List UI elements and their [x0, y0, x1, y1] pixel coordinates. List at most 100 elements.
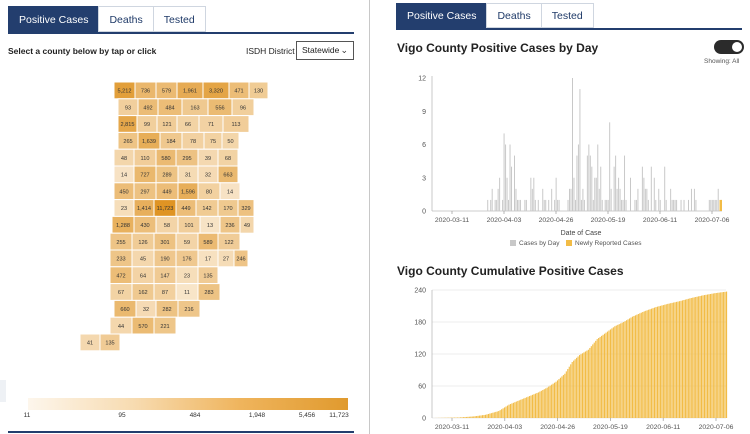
county[interactable]: 329 — [237, 199, 255, 217]
county[interactable]: 135 — [197, 266, 219, 285]
county[interactable]: 122 — [217, 232, 241, 251]
county[interactable]: 246 — [233, 249, 249, 268]
county[interactable]: 44 — [109, 316, 133, 335]
county[interactable]: 449 — [155, 182, 179, 201]
county[interactable]: 282 — [155, 299, 179, 318]
tab-positive-cases[interactable]: Positive Cases — [8, 6, 100, 32]
county[interactable]: 184 — [159, 131, 183, 150]
county[interactable]: 163 — [181, 98, 209, 117]
county[interactable]: 80 — [197, 182, 221, 201]
county[interactable]: 50 — [221, 131, 240, 150]
county[interactable]: 71 — [198, 115, 224, 133]
county[interactable]: 660 — [113, 299, 137, 318]
county[interactable]: 450 — [113, 182, 135, 201]
county[interactable]: 58 — [155, 215, 179, 234]
county[interactable]: 48 — [113, 148, 135, 167]
county[interactable]: 430 — [133, 215, 157, 234]
county[interactable]: 11,723 — [153, 199, 177, 217]
county[interactable]: 471 — [228, 81, 250, 100]
county-shape[interactable] — [248, 81, 269, 100]
tab-positive-cases[interactable]: Positive Cases — [396, 3, 488, 28]
county[interactable]: 221 — [153, 316, 177, 335]
county[interactable]: 472 — [109, 266, 133, 285]
county[interactable]: 289 — [155, 165, 179, 184]
county[interactable]: 32 — [135, 299, 157, 318]
county-shape[interactable] — [177, 299, 201, 318]
county[interactable]: 580 — [155, 148, 177, 167]
county[interactable]: 5,212 — [113, 81, 136, 100]
county[interactable]: 14 — [219, 182, 241, 201]
tab-deaths[interactable]: Deaths — [98, 6, 154, 32]
county[interactable]: 99 — [136, 115, 158, 133]
county[interactable]: 96 — [231, 98, 255, 117]
county[interactable]: 295 — [175, 148, 199, 167]
county[interactable]: 236 — [219, 215, 241, 234]
county[interactable]: 176 — [175, 249, 199, 268]
county[interactable]: 170 — [217, 199, 239, 217]
cumulative-cases-chart[interactable]: 0 60 120 180 240 2020-03-11 2020-04-03 2020-04-… — [372, 284, 750, 434]
county[interactable]: 1,288 — [111, 215, 135, 234]
county[interactable]: 727 — [133, 165, 157, 184]
county[interactable]: 147 — [153, 266, 177, 285]
county[interactable]: 449 — [175, 199, 197, 217]
county[interactable]: 32 — [197, 165, 219, 184]
county[interactable]: 13 — [199, 215, 221, 234]
county[interactable]: 492 — [137, 98, 159, 117]
county-shape[interactable] — [99, 333, 121, 352]
county[interactable]: 39 — [197, 148, 219, 167]
county[interactable]: 121 — [156, 115, 178, 133]
county[interactable]: 17 — [197, 249, 219, 268]
indiana-county-map[interactable]: 5,212 736 579 1,961 3,320 471 130 93 492 484 163 55… — [80, 80, 286, 370]
county[interactable]: 64 — [131, 266, 155, 285]
district-select[interactable]: Statewide ⌄ — [296, 41, 354, 60]
county[interactable]: 1,961 — [176, 81, 204, 100]
showing-toggle[interactable] — [714, 40, 744, 54]
county[interactable]: 27 — [217, 249, 235, 268]
county[interactable]: 265 — [117, 131, 139, 150]
county[interactable]: 75 — [203, 131, 223, 150]
county[interactable]: 59 — [175, 232, 199, 251]
county[interactable]: 484 — [157, 98, 183, 117]
county[interactable]: 68 — [217, 148, 239, 167]
tab-deaths[interactable]: Deaths — [486, 3, 542, 28]
county[interactable]: 556 — [207, 98, 233, 117]
county[interactable]: 78 — [181, 131, 205, 150]
county[interactable]: 11 — [175, 283, 199, 301]
county[interactable]: 31 — [177, 165, 199, 184]
county[interactable]: 255 — [109, 232, 133, 251]
county[interactable]: 45 — [131, 249, 155, 268]
county[interactable]: 101 — [177, 215, 201, 234]
county[interactable]: 570 — [131, 316, 155, 335]
county[interactable]: 1,414 — [133, 199, 155, 217]
daily-cases-chart[interactable]: 0 3 6 9 12 2020-03-11 2020-04-03 2020-04-26 2020… — [372, 68, 750, 258]
county[interactable]: 23 — [113, 199, 135, 217]
county[interactable]: 579 — [155, 81, 178, 100]
county[interactable]: 93 — [117, 98, 139, 117]
county[interactable]: 1,596 — [177, 182, 199, 201]
county[interactable]: 736 — [134, 81, 157, 100]
county-shape[interactable] — [233, 249, 249, 268]
county[interactable]: 87 — [153, 283, 177, 301]
county[interactable]: 3,320 — [202, 81, 230, 100]
county[interactable]: 1,639 — [137, 131, 161, 150]
county[interactable]: 142 — [195, 199, 219, 217]
county[interactable]: 283 — [197, 283, 221, 301]
county[interactable]: 66 — [176, 115, 200, 133]
county[interactable]: 589 — [197, 232, 219, 251]
county[interactable]: 126 — [131, 232, 155, 251]
tab-tested[interactable]: Tested — [540, 3, 594, 28]
county[interactable]: 663 — [217, 165, 239, 184]
county[interactable]: 301 — [153, 232, 177, 251]
tab-tested[interactable]: Tested — [152, 6, 206, 32]
county[interactable]: 49 — [239, 215, 255, 234]
county-shape[interactable] — [197, 283, 221, 301]
county[interactable]: 110 — [133, 148, 157, 167]
county-shape[interactable] — [239, 215, 255, 234]
county[interactable]: 2,815 — [117, 115, 138, 133]
county[interactable]: 162 — [131, 283, 155, 301]
county[interactable]: 135 — [99, 333, 121, 352]
county[interactable]: 67 — [109, 283, 133, 301]
county[interactable]: 233 — [109, 249, 133, 268]
county[interactable]: 130 — [248, 81, 269, 100]
county[interactable]: 190 — [153, 249, 177, 268]
